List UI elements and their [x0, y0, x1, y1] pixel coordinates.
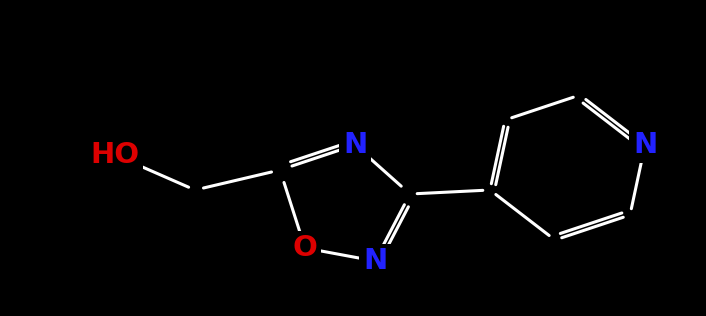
Text: HO: HO [90, 141, 140, 169]
Text: N: N [363, 247, 387, 275]
Text: N: N [633, 131, 657, 159]
Text: O: O [292, 234, 318, 262]
Text: N: N [343, 131, 367, 159]
